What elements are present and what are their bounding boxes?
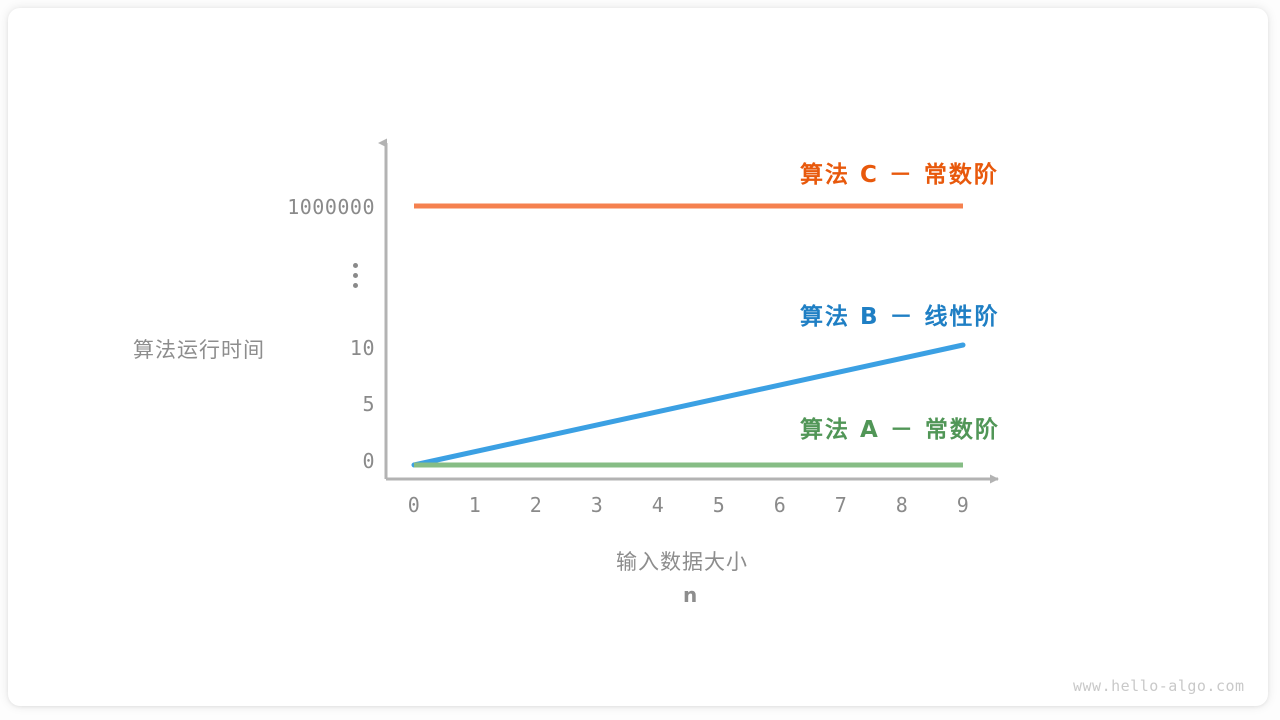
x-tick-label-0: 0 xyxy=(407,493,421,517)
y-tick-label-0: 0 xyxy=(362,449,375,473)
x-tick-label-1: 1 xyxy=(468,493,482,517)
y-tick-label-5: 5 xyxy=(362,392,375,416)
x-axis-title-symbol: n xyxy=(683,583,698,607)
x-axis-title: 输入数据大小 xyxy=(616,550,748,574)
x-tick-label-6: 6 xyxy=(773,493,787,517)
legend-label-algorithm-a: 算法 A － 常数阶 xyxy=(800,417,1000,443)
y-axis-title: 算法运行时间 xyxy=(133,338,265,362)
series-line-algorithm-b xyxy=(411,342,966,468)
y-tick-label-10: 10 xyxy=(349,336,375,360)
x-tick-label-4: 4 xyxy=(651,493,665,517)
legend-label-algorithm-b: 算法 B － 线性阶 xyxy=(800,304,1000,330)
legend-label-algorithm-c: 算法 C － 常数阶 xyxy=(800,162,999,188)
watermark-url: www.hello-algo.com xyxy=(1073,677,1245,695)
y-axis-ellipsis-icon xyxy=(345,263,365,288)
x-tick-label-2: 2 xyxy=(529,493,543,517)
x-tick-label-8: 8 xyxy=(895,493,909,517)
x-tick-label-5: 5 xyxy=(712,493,726,517)
x-tick-label-7: 7 xyxy=(834,493,848,517)
x-tick-label-9: 9 xyxy=(956,493,970,517)
x-tick-label-3: 3 xyxy=(590,493,604,517)
chart-card xyxy=(8,8,1268,706)
y-tick-label-1000000: 1000000 xyxy=(287,195,375,219)
